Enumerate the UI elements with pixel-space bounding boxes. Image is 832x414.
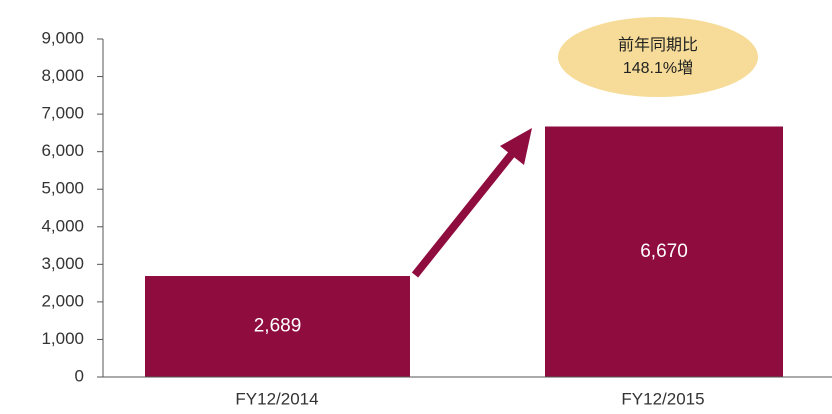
- y-tick-label: 0: [75, 366, 84, 385]
- y-tick-label: 6,000: [41, 141, 84, 160]
- y-tick-label: 7,000: [41, 104, 84, 123]
- x-tick-label: FY12/2015: [621, 389, 704, 408]
- y-tick-label: 9,000: [41, 28, 84, 47]
- growth-arrow-head: [500, 128, 532, 165]
- value-label: 6,670: [640, 241, 688, 262]
- y-tick-label: 1,000: [41, 329, 84, 348]
- annotation-bubble: [558, 17, 758, 97]
- y-tick-label: 3,000: [41, 254, 84, 273]
- y-tick-label: 8,000: [41, 66, 84, 85]
- annotation-line: 148.1%増: [623, 59, 693, 77]
- x-tick-label: FY12/2014: [235, 389, 318, 408]
- annotation-line: 前年同期比: [618, 36, 698, 54]
- bar: [145, 276, 410, 377]
- y-tick-label: 5,000: [41, 179, 84, 198]
- y-tick-label: 2,000: [41, 291, 84, 310]
- value-label: 2,689: [254, 316, 302, 337]
- bar: [545, 126, 783, 377]
- y-tick-label: 4,000: [41, 216, 84, 235]
- growth-arrow: [411, 147, 519, 278]
